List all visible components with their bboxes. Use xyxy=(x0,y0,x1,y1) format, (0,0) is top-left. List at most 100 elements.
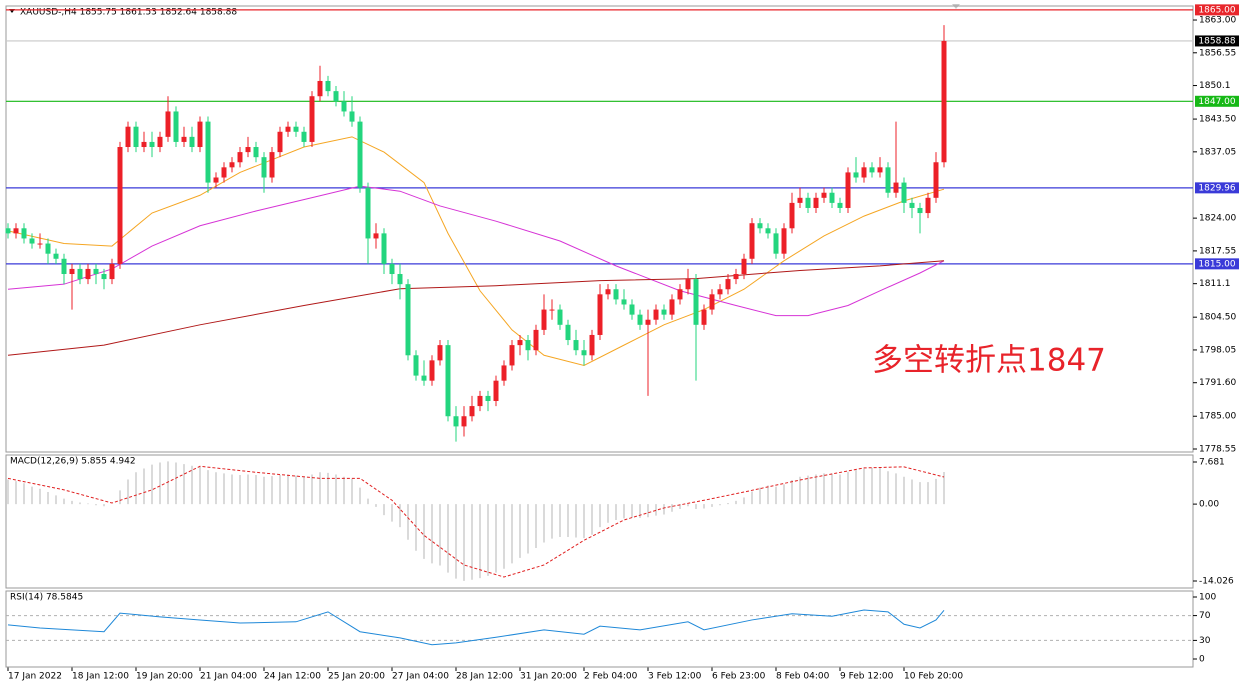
candle-body xyxy=(53,253,59,259)
candle-body xyxy=(637,314,643,325)
candle-body xyxy=(37,243,43,245)
candle-body xyxy=(557,309,563,325)
candle-body xyxy=(885,167,891,193)
level-label-box xyxy=(1195,258,1239,270)
candle-body xyxy=(109,263,115,280)
candle-body xyxy=(845,172,851,208)
candle-body xyxy=(5,228,11,234)
x-tick-label: 8 Feb 04:00 xyxy=(776,672,830,682)
annotation: 多空转折点1847 xyxy=(872,343,1106,379)
y-tick-label: 1804.50 xyxy=(1199,313,1236,323)
x-tick-label: 24 Jan 12:00 xyxy=(264,672,321,682)
candle-body xyxy=(661,309,667,315)
indicator-line xyxy=(7,609,945,646)
y-tick-label: 1778.55 xyxy=(1199,445,1236,455)
y-tick-label: 1811.1 xyxy=(1199,279,1231,289)
level-label: 1815.00 xyxy=(1198,259,1235,269)
candle-body xyxy=(93,268,99,275)
candle-body xyxy=(501,365,507,381)
candle-body xyxy=(861,167,867,178)
candle-body xyxy=(373,233,379,239)
candle-body xyxy=(173,111,179,142)
candle-body xyxy=(77,268,83,280)
level-label-box xyxy=(1195,95,1239,107)
candle-body xyxy=(261,157,267,178)
candle-body xyxy=(437,345,443,361)
candle-body xyxy=(149,141,155,148)
x-tick-label: 25 Jan 20:00 xyxy=(328,672,385,682)
candle-body xyxy=(229,162,235,168)
y-tick-label: 7.681 xyxy=(1199,458,1225,468)
y-tick-label: 1798.05 xyxy=(1199,345,1236,355)
level-label-box xyxy=(1195,35,1239,47)
candle-body xyxy=(413,355,419,376)
x-tick-label: 6 Feb 23:00 xyxy=(712,672,766,682)
y-tick-label: -14.026 xyxy=(1199,577,1234,587)
candle-body xyxy=(933,162,939,198)
candle-body xyxy=(909,202,915,208)
x-tick-label: 27 Jan 04:00 xyxy=(392,672,449,682)
candle-body xyxy=(677,289,683,300)
candle-body xyxy=(397,274,403,285)
candle-body xyxy=(477,395,483,407)
candle-body xyxy=(693,279,699,325)
candle-body xyxy=(181,136,187,142)
candle-body xyxy=(525,340,531,351)
candle-body xyxy=(893,182,899,193)
candle-body xyxy=(381,233,387,264)
candle-body xyxy=(325,80,331,92)
x-tick-label: 18 Jan 12:00 xyxy=(72,672,129,682)
candle-body xyxy=(61,258,67,275)
candle-body xyxy=(317,80,323,97)
panel-title: XAUUSD-,H4 1855.75 1861.53 1852.64 1858.… xyxy=(20,8,237,18)
candle-body xyxy=(453,416,459,427)
x-tick-label: 31 Jan 20:00 xyxy=(520,672,577,682)
y-tick-label: 1856.55 xyxy=(1199,48,1236,58)
candle-body xyxy=(253,147,259,158)
candle-body xyxy=(613,289,619,300)
candle-body xyxy=(941,40,947,163)
x-tick-label: 3 Feb 12:00 xyxy=(648,672,702,682)
candle-body xyxy=(45,243,51,254)
level-label-box xyxy=(1195,4,1239,16)
x-tick-label: 17 Jan 2022 xyxy=(8,672,62,682)
level-label: 1865.00 xyxy=(1198,5,1235,15)
candle-body xyxy=(285,126,291,132)
x-tick-label: 21 Jan 04:00 xyxy=(200,672,257,682)
candle-body xyxy=(85,268,91,280)
candle-body xyxy=(421,375,427,381)
candle-body xyxy=(277,131,283,153)
candle-body xyxy=(733,274,739,280)
panel-frame xyxy=(5,454,1194,589)
candle-body xyxy=(21,228,27,239)
candle-body xyxy=(685,279,691,290)
candle-body xyxy=(605,289,611,295)
candle-body xyxy=(461,416,467,427)
moving-average xyxy=(7,260,945,356)
candle-body xyxy=(197,121,203,148)
candle-body xyxy=(765,228,771,234)
candle-body xyxy=(293,126,299,132)
candle-body xyxy=(789,202,795,229)
candle-body xyxy=(101,274,107,280)
candle-body xyxy=(917,207,923,214)
panel-frame xyxy=(5,590,1194,668)
candle-body xyxy=(621,299,627,305)
candle-body xyxy=(541,309,547,330)
candle-body xyxy=(301,131,307,142)
level-label-box xyxy=(1195,182,1239,194)
candle-body xyxy=(517,340,523,346)
candle-body xyxy=(221,167,227,178)
y-tick-label: 100 xyxy=(1199,593,1216,603)
candle-body xyxy=(245,147,251,153)
candle-body xyxy=(773,233,779,254)
candle-body xyxy=(237,152,243,163)
candle-body xyxy=(165,111,171,137)
candle-body xyxy=(757,223,763,229)
candle-body xyxy=(13,228,19,234)
candle-body xyxy=(837,202,843,208)
candle-body xyxy=(69,268,75,275)
level-label: 1858.88 xyxy=(1198,36,1235,46)
